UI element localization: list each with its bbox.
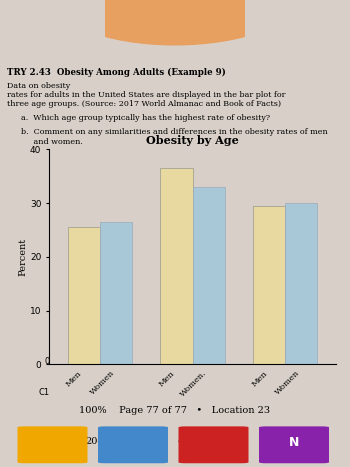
Circle shape (49, 0, 301, 45)
Text: 60+: 60+ (275, 437, 295, 446)
Bar (285, 203, 317, 364)
Text: b.  Comment on any similarities and differences in the obesity rates of men
    : b. Comment on any similarities and diffe… (21, 128, 328, 146)
Bar (160, 168, 193, 364)
Title: Obesity by Age: Obesity by Age (146, 135, 239, 146)
Bar (100, 222, 132, 364)
FancyBboxPatch shape (98, 426, 168, 463)
FancyBboxPatch shape (178, 426, 248, 463)
Text: 20–39: 20–39 (85, 437, 115, 446)
FancyBboxPatch shape (259, 426, 329, 463)
Bar (193, 187, 225, 364)
Bar (68, 227, 100, 364)
Text: Data on obesity
rates for adults in the United States are displayed in the bar p: Data on obesity rates for adults in the … (7, 82, 286, 108)
Text: 100%    Page 77 of 77   •   Location 23: 100% Page 77 of 77 • Location 23 (79, 406, 271, 416)
Y-axis label: Percent: Percent (18, 238, 27, 276)
Bar (253, 206, 285, 364)
Text: a.  Which age group typically has the highest rate of obesity?: a. Which age group typically has the hig… (21, 114, 270, 122)
Text: 40–59: 40–59 (178, 437, 207, 446)
FancyBboxPatch shape (18, 426, 88, 463)
Text: 0: 0 (45, 357, 50, 366)
Text: C1: C1 (39, 389, 50, 397)
Text: N: N (289, 436, 299, 449)
Text: TRY 2.43  Obesity Among Adults (Example 9): TRY 2.43 Obesity Among Adults (Example 9… (7, 68, 226, 77)
